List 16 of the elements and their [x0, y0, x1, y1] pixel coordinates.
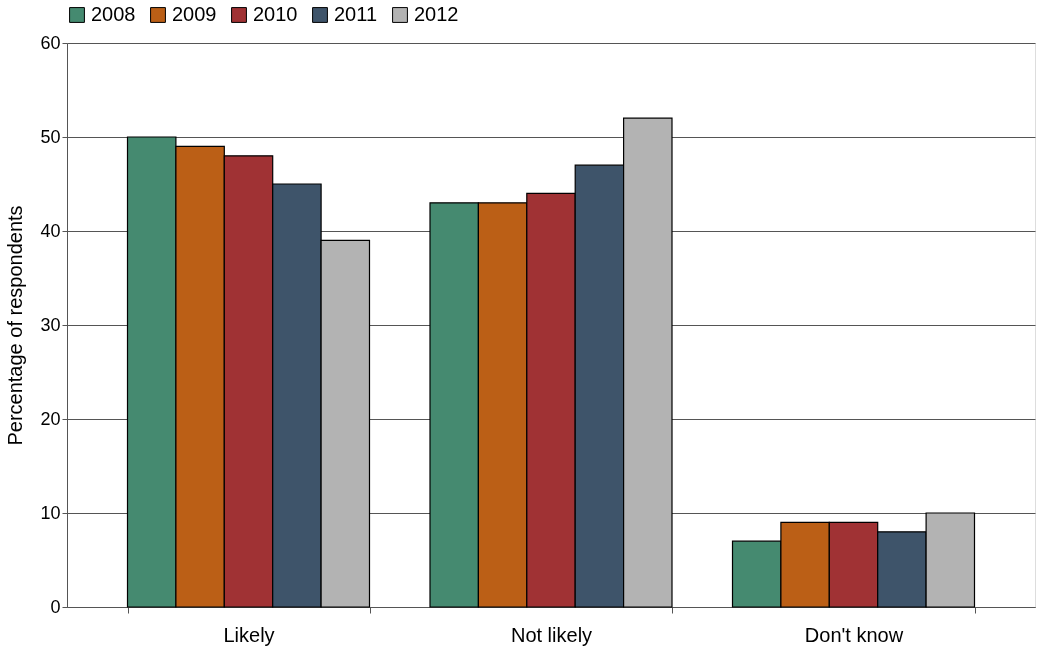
x-tick-label: Not likely — [510, 623, 593, 646]
legend-label: 2009 — [172, 3, 217, 25]
y-tick-label: 50 — [40, 126, 61, 147]
y-tick-label: 40 — [40, 220, 61, 241]
legend-label: 2010 — [253, 3, 298, 25]
y-tick-label: 30 — [40, 314, 61, 335]
y-tick-label: 0 — [50, 596, 61, 617]
y-axis-title: Percentage of respondents — [4, 205, 27, 446]
y-tick-label: 60 — [40, 32, 61, 53]
legend-label: 2011 — [334, 3, 378, 25]
y-tick-label: 10 — [40, 502, 61, 523]
legend-label: 2012 — [414, 3, 459, 25]
x-tick-label: Don't know — [804, 623, 904, 646]
legend-label: 2008 — [91, 3, 136, 25]
x-tick-label: Likely — [223, 623, 275, 646]
y-tick-label: 20 — [40, 408, 61, 429]
